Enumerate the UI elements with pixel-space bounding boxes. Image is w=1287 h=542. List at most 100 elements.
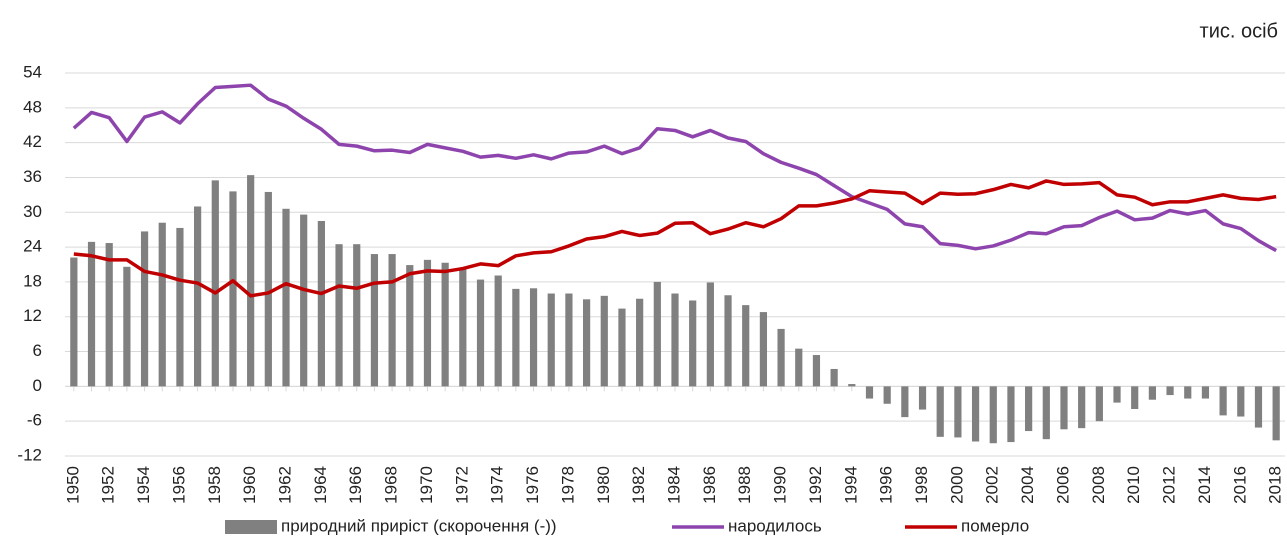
bar — [459, 269, 467, 387]
legend-label: померло — [961, 516, 1029, 535]
y-tick-label: 54 — [23, 62, 42, 81]
y-tick-label: 18 — [23, 271, 42, 290]
x-tick-label: 1974 — [488, 466, 507, 504]
bar — [1272, 386, 1280, 441]
x-tick-label: 1978 — [558, 466, 577, 504]
bar — [600, 295, 608, 387]
y-tick-label: 42 — [23, 132, 42, 151]
x-tick-label: 1986 — [700, 466, 719, 504]
x-tick-label: 1990 — [771, 466, 790, 504]
bar — [335, 244, 343, 387]
bar — [476, 279, 485, 387]
x-tick-label: 1966 — [346, 466, 365, 504]
bar — [671, 293, 679, 387]
line — [72, 83, 1278, 253]
x-tick-label: 1954 — [134, 466, 153, 504]
x-tick-label: 1998 — [912, 466, 931, 504]
bar — [1078, 386, 1086, 429]
bar — [936, 386, 944, 437]
y-tick-label: -6 — [27, 411, 42, 430]
y-tick-label: 30 — [23, 202, 42, 221]
x-tick-label: 1956 — [169, 466, 188, 504]
bar — [370, 254, 379, 387]
bar — [494, 275, 502, 387]
x-tick-label: 2012 — [1160, 466, 1179, 504]
x-tick-label: 2016 — [1230, 466, 1249, 504]
bar — [1201, 386, 1210, 399]
bar — [901, 386, 909, 418]
bar — [512, 288, 520, 387]
bar — [388, 254, 396, 387]
bar — [1254, 386, 1263, 428]
y-tick-label: 48 — [23, 97, 42, 116]
legend-swatch — [225, 520, 277, 534]
bar — [264, 191, 272, 387]
bar — [529, 288, 538, 387]
y-tick-label: 36 — [23, 167, 42, 186]
bar — [777, 328, 785, 387]
bar — [158, 222, 166, 387]
x-tick-label: 1970 — [417, 466, 436, 504]
bar — [989, 386, 997, 444]
bar — [1237, 386, 1245, 417]
bar — [618, 308, 626, 387]
x-tick-label: 1964 — [311, 466, 330, 504]
bar — [547, 293, 555, 387]
x-tick-label: 1968 — [382, 466, 401, 504]
bar — [140, 231, 149, 387]
bar — [1042, 386, 1050, 440]
bar — [300, 214, 308, 387]
bar — [70, 257, 78, 387]
bar — [317, 220, 325, 387]
bar — [1131, 386, 1139, 409]
bar — [423, 259, 432, 387]
bar — [883, 386, 891, 404]
bar — [406, 265, 414, 387]
bar — [918, 386, 927, 410]
x-tick-label: 1996 — [877, 466, 896, 504]
bar — [1219, 386, 1227, 416]
bar — [1095, 386, 1103, 422]
bar — [176, 227, 184, 387]
x-tick-label: 1950 — [63, 466, 82, 504]
y-tick-label: 24 — [23, 237, 42, 256]
x-tick-label: 1984 — [664, 466, 683, 504]
bar — [353, 244, 361, 387]
legend-label: народилось — [728, 516, 822, 535]
bar — [971, 386, 980, 442]
x-tick-label: 1952 — [99, 466, 118, 504]
bar — [848, 384, 856, 387]
x-tick-label: 1994 — [841, 466, 860, 504]
bar — [1025, 386, 1033, 432]
x-tick-label: 1972 — [452, 466, 471, 504]
bar — [742, 305, 750, 387]
line — [73, 179, 1277, 298]
x-tick-label: 1992 — [806, 466, 825, 504]
x-tick-label: 2008 — [1089, 466, 1108, 504]
x-tick-label: 1960 — [240, 466, 259, 504]
unit-label: тис. осіб — [1200, 20, 1278, 42]
y-tick-label: 0 — [33, 376, 42, 395]
y-tick-label: -12 — [17, 445, 42, 464]
bar — [1184, 386, 1192, 399]
bar — [441, 262, 449, 387]
y-tick-label: 12 — [23, 306, 42, 325]
bar — [865, 386, 874, 399]
x-tick-label: 1958 — [205, 466, 224, 504]
bar — [812, 355, 821, 387]
x-tick-label: 1962 — [275, 466, 294, 504]
x-tick-label: 1976 — [523, 466, 542, 504]
bar — [1113, 386, 1121, 403]
x-tick-label: 1980 — [594, 466, 613, 504]
x-tick-label: 2004 — [1018, 466, 1037, 504]
bar — [105, 243, 113, 387]
x-tick-label: 2006 — [1053, 466, 1072, 504]
bar — [565, 293, 573, 387]
bar — [211, 180, 219, 387]
legend-label: природний приріст (скорочення (-)) — [281, 516, 557, 535]
bar — [954, 386, 962, 438]
x-tick-label: 2018 — [1266, 466, 1285, 504]
bar — [1060, 386, 1068, 430]
bar — [706, 282, 714, 387]
